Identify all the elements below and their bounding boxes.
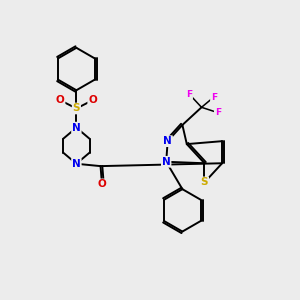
Text: N: N (72, 123, 81, 133)
Text: F: F (186, 90, 192, 99)
Text: O: O (98, 179, 106, 189)
Text: N: N (163, 136, 172, 146)
Text: S: S (73, 103, 80, 113)
Text: S: S (201, 177, 208, 188)
Text: F: F (215, 108, 221, 117)
Text: N: N (162, 157, 171, 167)
Text: O: O (56, 95, 64, 105)
Text: O: O (88, 95, 97, 105)
Text: F: F (211, 92, 217, 101)
Text: N: N (72, 159, 81, 169)
